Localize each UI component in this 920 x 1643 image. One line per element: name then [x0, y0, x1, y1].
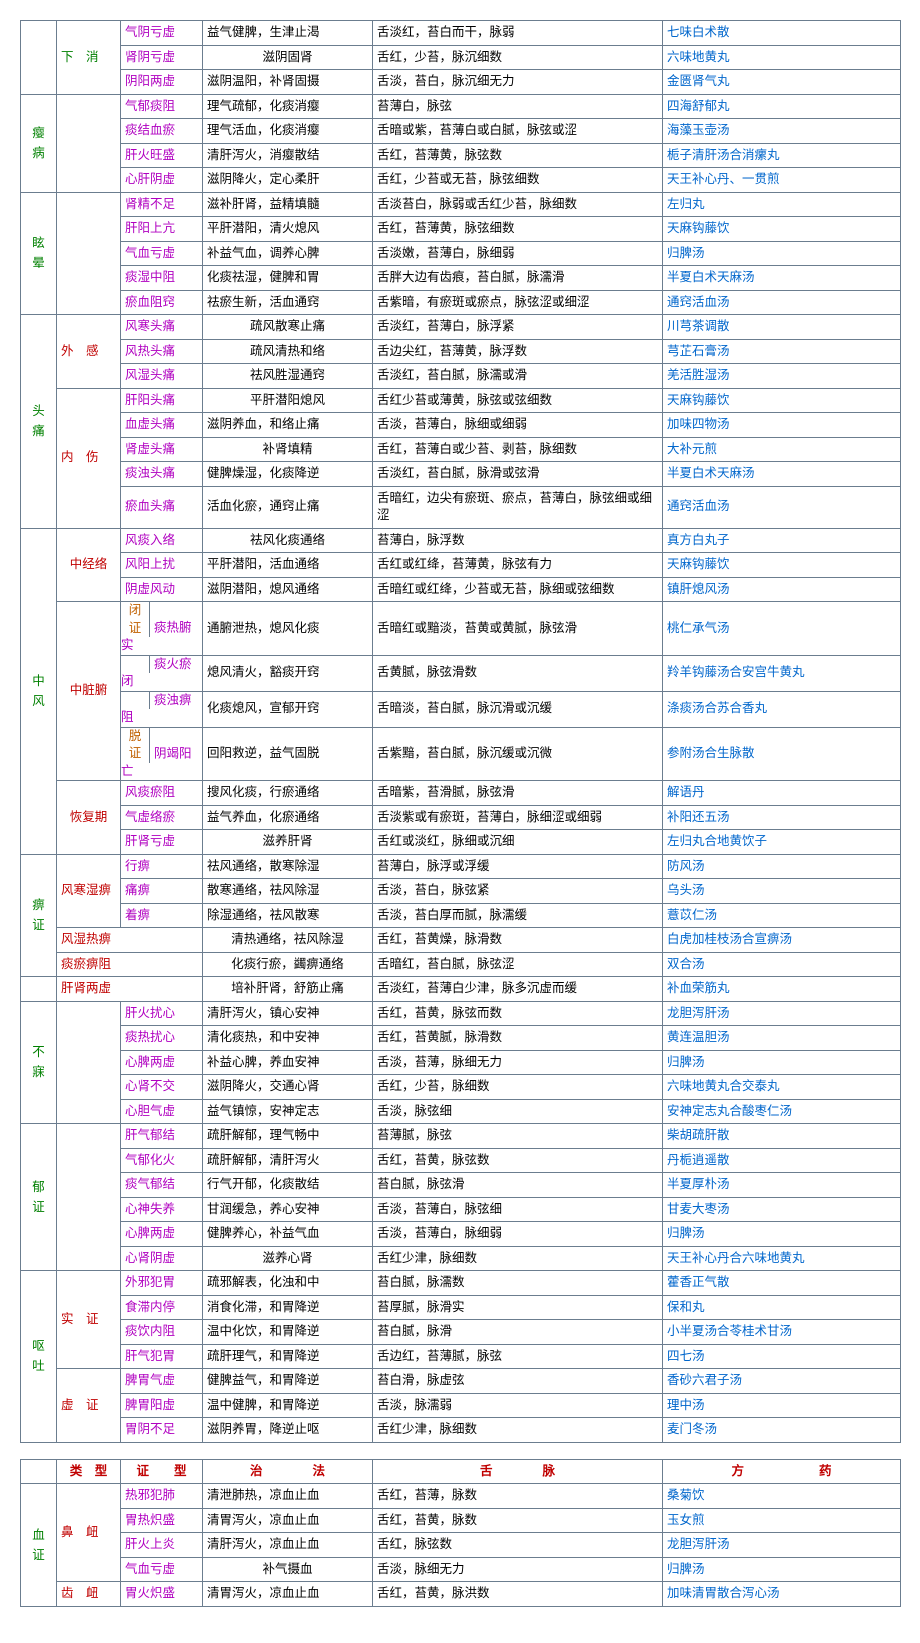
table-row: 肾虚头痛补肾填精舌红，苔薄白或少苔、剥苔，脉细数大补元煎: [21, 437, 901, 462]
table-row: 痰浊痹阻化痰熄风，宣郁开窍舌暗淡，苔白腻，脉沉滑或沉缓涤痰汤合苏合香丸: [21, 691, 901, 727]
table-row: 气郁化火疏肝解郁，清肝泻火舌红，苔黄，脉弦数丹栀逍遥散: [21, 1148, 901, 1173]
table-row: 瘀血头痛活血化瘀，通窍止痛舌暗红，边尖有瘀斑、瘀点，苔薄白，脉弦细或细涩通窍活血…: [21, 486, 901, 528]
table-row: 肝肾亏虚滋养肝肾舌红或淡红，脉细或沉细左归丸合地黄饮子: [21, 830, 901, 855]
table-row: 痛痹散寒通络，祛风除湿舌淡，苔白，脉弦紧乌头汤: [21, 879, 901, 904]
pattern-name: 肝肾亏虚: [121, 830, 203, 855]
column-header: 类 型: [57, 1459, 121, 1484]
table-row: 脾胃阳虚温中健脾，和胃降逆舌淡，脉濡弱理中汤: [21, 1393, 901, 1418]
table-row: 痰浊头痛健脾燥湿，化痰降逆舌淡红，苔白腻，脉滑或弦滑半夏白术天麻汤: [21, 462, 901, 487]
table-row: 心脾两虚补益心脾，养血安神舌淡，苔薄，脉细无力归脾汤: [21, 1050, 901, 1075]
subtype-name: 恢复期: [57, 781, 121, 855]
table-row: 脱证阴竭阳亡回阳救逆，益气固脱舌紫黯，苔白腻，脉沉缓或沉微参附汤合生脉散: [21, 727, 901, 781]
table-row: 痰饮内阻温中化饮，和胃降逆苔白腻，脉滑小半夏汤合苓桂术甘汤: [21, 1320, 901, 1345]
table-row: 虚 证脾胃气虚健脾益气，和胃降逆苔白滑，脉虚弦香砂六君子汤: [21, 1369, 901, 1394]
table-row: 头痛外 感风寒头痛疏风散寒止痛舌淡红，苔薄白，脉浮紧川芎茶调散: [21, 315, 901, 340]
tcm-table-2: 类 型证 型治 法舌 脉方 药血证鼻 衄热邪犯肺清泄肺热，凉血止血舌红，苔薄，脉…: [20, 1459, 901, 1607]
table-row: 风湿热痹清热通络，祛风除湿舌红，苔黄燥，脉滑数白虎加桂枝汤合宣痹汤: [21, 928, 901, 953]
table-row: 痹证风寒湿痹行痹祛风通络，散寒除湿苔薄白，脉浮或浮缓防风汤: [21, 854, 901, 879]
table-row: 肝肾两虚培补肝肾，舒筋止痛舌淡红，苔薄白少津，脉多沉虚而缓补血荣筋丸: [21, 977, 901, 1002]
table-row: 心胆气虚益气镇惊，安神定志舌淡，脉弦细安神定志丸合酸枣仁汤: [21, 1099, 901, 1124]
table-row: 风阳上扰平肝潜阳，活血通络舌红或红绛，苔薄黄，脉弦有力天麻钩藤饮: [21, 553, 901, 578]
table-row: 心肝阴虚滋阴降火，定心柔肝舌红，少苔或无苔，脉弦细数天王补心丹、一贯煎: [21, 168, 901, 193]
table-row: 呕吐实 证外邪犯胃疏邪解表，化浊和中苔白腻，脉濡数藿香正气散: [21, 1271, 901, 1296]
table-row: 心肾不交滋阴降火，交通心肾舌红，少苔，脉细数六味地黄丸合交泰丸: [21, 1075, 901, 1100]
disease-name: 中风: [21, 528, 57, 854]
table-row: 心肾阴虚滋养心肾舌红少津，脉细数天王补心丹合六味地黄丸: [21, 1246, 901, 1271]
table-row: 风热头痛疏风清热和络舌边尖红，苔薄黄，脉浮数芎芷石膏汤: [21, 339, 901, 364]
table-row: 痰瘀痹阻化痰行瘀，蠲痹通络舌暗红，苔白腻，脉弦涩双合汤: [21, 952, 901, 977]
column-header: [21, 1459, 57, 1484]
pattern-name: 闭证痰热腑实: [121, 602, 203, 656]
table-row: 心脾两虚健脾养心，补益气血舌淡，苔薄白，脉细弱归脾汤: [21, 1222, 901, 1247]
table-row: 肝火旺盛清肝泻火，消瘿散结舌红，苔薄黄，脉弦数栀子清肝汤合消瘰丸: [21, 143, 901, 168]
table-row: 郁证肝气郁结疏肝解郁，理气畅中苔薄腻，脉弦柴胡疏肝散: [21, 1124, 901, 1149]
pattern-name: 风痰瘀阻: [121, 781, 203, 806]
pattern-name: 阴虚风动: [121, 577, 203, 602]
column-header: 舌 脉: [373, 1459, 663, 1484]
table-row: 眩晕肾精不足滋补肝肾，益精填髓舌淡苔白，脉弱或舌红少苔，脉细数左归丸: [21, 192, 901, 217]
table-row: 肝气犯胃疏肝理气，和胃降逆舌边红，苔薄腻，脉弦四七汤: [21, 1344, 901, 1369]
table-row: 痰热扰心清化痰热，和中安神舌红，苔黄腻，脉滑数黄连温胆汤: [21, 1026, 901, 1051]
table-row: 血证鼻 衄热邪犯肺清泄肺热，凉血止血舌红，苔薄，脉数桑菊饮: [21, 1484, 901, 1509]
table-row: 痰湿中阻化痰祛湿，健脾和胃舌胖大边有齿痕，苔白腻，脉濡滑半夏白术天麻汤: [21, 266, 901, 291]
column-header: 证 型: [121, 1459, 203, 1484]
table-row: 阴阳两虚滋阴温阳，补肾固摄舌淡，苔白，脉沉细无力金匮肾气丸: [21, 70, 901, 95]
table-row: 痰气郁结行气开郁，化痰散结苔白腻，脉弦滑半夏厚朴汤: [21, 1173, 901, 1198]
table-row: 肝火上炎清肝泻火，凉血止血舌红，脉弦数龙胆泻肝汤: [21, 1533, 901, 1558]
table-row: 胃阴不足滋阴养胃，降逆止呕舌红少津，脉细数麦门冬汤: [21, 1418, 901, 1443]
table-row: 内 伤肝阳头痛平肝潜阳熄风舌红少苔或薄黄，脉弦或弦细数天麻钩藤饮: [21, 388, 901, 413]
table-row: 中脏腑闭证痰热腑实通腑泄热，熄风化痰舌暗红或黯淡，苔黄或黄腻，脉弦滑桃仁承气汤: [21, 602, 901, 656]
table-row: 瘀血阻窍祛瘀生新，活血通窍舌紫暗，有瘀斑或瘀点，脉弦涩或细涩通窍活血汤: [21, 290, 901, 315]
column-header: 方 药: [663, 1459, 901, 1484]
subtype-name: 中脏腑: [57, 602, 121, 781]
pattern-name: 气虚络瘀: [121, 805, 203, 830]
pattern-name: 痰浊痹阻: [121, 691, 203, 727]
table-row: 气血亏虚补气摄血舌淡，脉细无力归脾汤: [21, 1557, 901, 1582]
pattern-name: 脱证阴竭阳亡: [121, 727, 203, 781]
table-row: 肝阳上亢平肝潜阳，清火熄风舌红，苔薄黄，脉弦细数天麻钩藤饮: [21, 217, 901, 242]
column-header: 治 法: [203, 1459, 373, 1484]
table-row: 痰结血瘀理气活血，化痰消瘿舌暗或紫，苔薄白或白腻，脉弦或涩海藻玉壶汤: [21, 119, 901, 144]
pattern-name: 痰火瘀闭: [121, 655, 203, 691]
subtype-name: 中经络: [57, 528, 121, 602]
table-row: 不寐肝火扰心清肝泻火，镇心安神舌红，苔黄，脉弦而数龙胆泻肝汤: [21, 1001, 901, 1026]
table-row: 阴虚风动滋阴潜阳，熄风通络舌暗红或红绛，少苔或无苔，脉细或弦细数镇肝熄风汤: [21, 577, 901, 602]
table-row: 肾阴亏虚滋阴固肾舌红，少苔，脉沉细数六味地黄丸: [21, 45, 901, 70]
table-header-row: 类 型证 型治 法舌 脉方 药: [21, 1459, 901, 1484]
table-row: 气虚络瘀益气养血，化瘀通络舌淡紫或有瘀斑，苔薄白，脉细涩或细弱补阳还五汤: [21, 805, 901, 830]
table-row: 瘿病气郁痰阻理气疏郁，化痰消瘿苔薄白，脉弦四海舒郁丸: [21, 94, 901, 119]
table-row: 血虚头痛滋阴养血，和络止痛舌淡，苔薄白，脉细或细弱加味四物汤: [21, 413, 901, 438]
table-row: 下 消气阴亏虚益气健脾，生津止渴舌淡红，苔白而干，脉弱七味白术散: [21, 21, 901, 46]
table-row: 恢复期风痰瘀阻搜风化痰，行瘀通络舌暗紫，苔滑腻，脉弦滑解语丹: [21, 781, 901, 806]
table-row: 食滞内停消食化滞，和胃降逆苔厚腻，脉滑实保和丸: [21, 1295, 901, 1320]
table-row: 中风中经络风痰入络祛风化痰通络苔薄白，脉浮数真方白丸子: [21, 528, 901, 553]
table-row: 齿 衄胃火炽盛清胃泻火，凉血止血舌红，苔黄，脉洪数加味清胃散合泻心汤: [21, 1582, 901, 1607]
pattern-name: 风阳上扰: [121, 553, 203, 578]
pattern-name: 风痰入络: [121, 528, 203, 553]
tcm-table-1: 下 消气阴亏虚益气健脾，生津止渴舌淡红，苔白而干，脉弱七味白术散肾阴亏虚滋阴固肾…: [20, 20, 901, 1443]
table-row: 心神失养甘润缓急，养心安神舌淡，苔薄白，脉弦细甘麦大枣汤: [21, 1197, 901, 1222]
table-row: 风湿头痛祛风胜湿通窍舌淡红，苔白腻，脉濡或滑羌活胜湿汤: [21, 364, 901, 389]
table-row: 痰火瘀闭熄风清火，豁痰开窍舌黄腻，脉弦滑数羚羊钩藤汤合安宫牛黄丸: [21, 655, 901, 691]
table-row: 着痹除湿通络，祛风散寒舌淡，苔白厚而腻，脉濡缓薏苡仁汤: [21, 903, 901, 928]
table-row: 胃热炽盛清胃泻火，凉血止血舌红，苔黄，脉数玉女煎: [21, 1508, 901, 1533]
table-row: 气血亏虚补益气血，调养心脾舌淡嫩，苔薄白，脉细弱归脾汤: [21, 241, 901, 266]
